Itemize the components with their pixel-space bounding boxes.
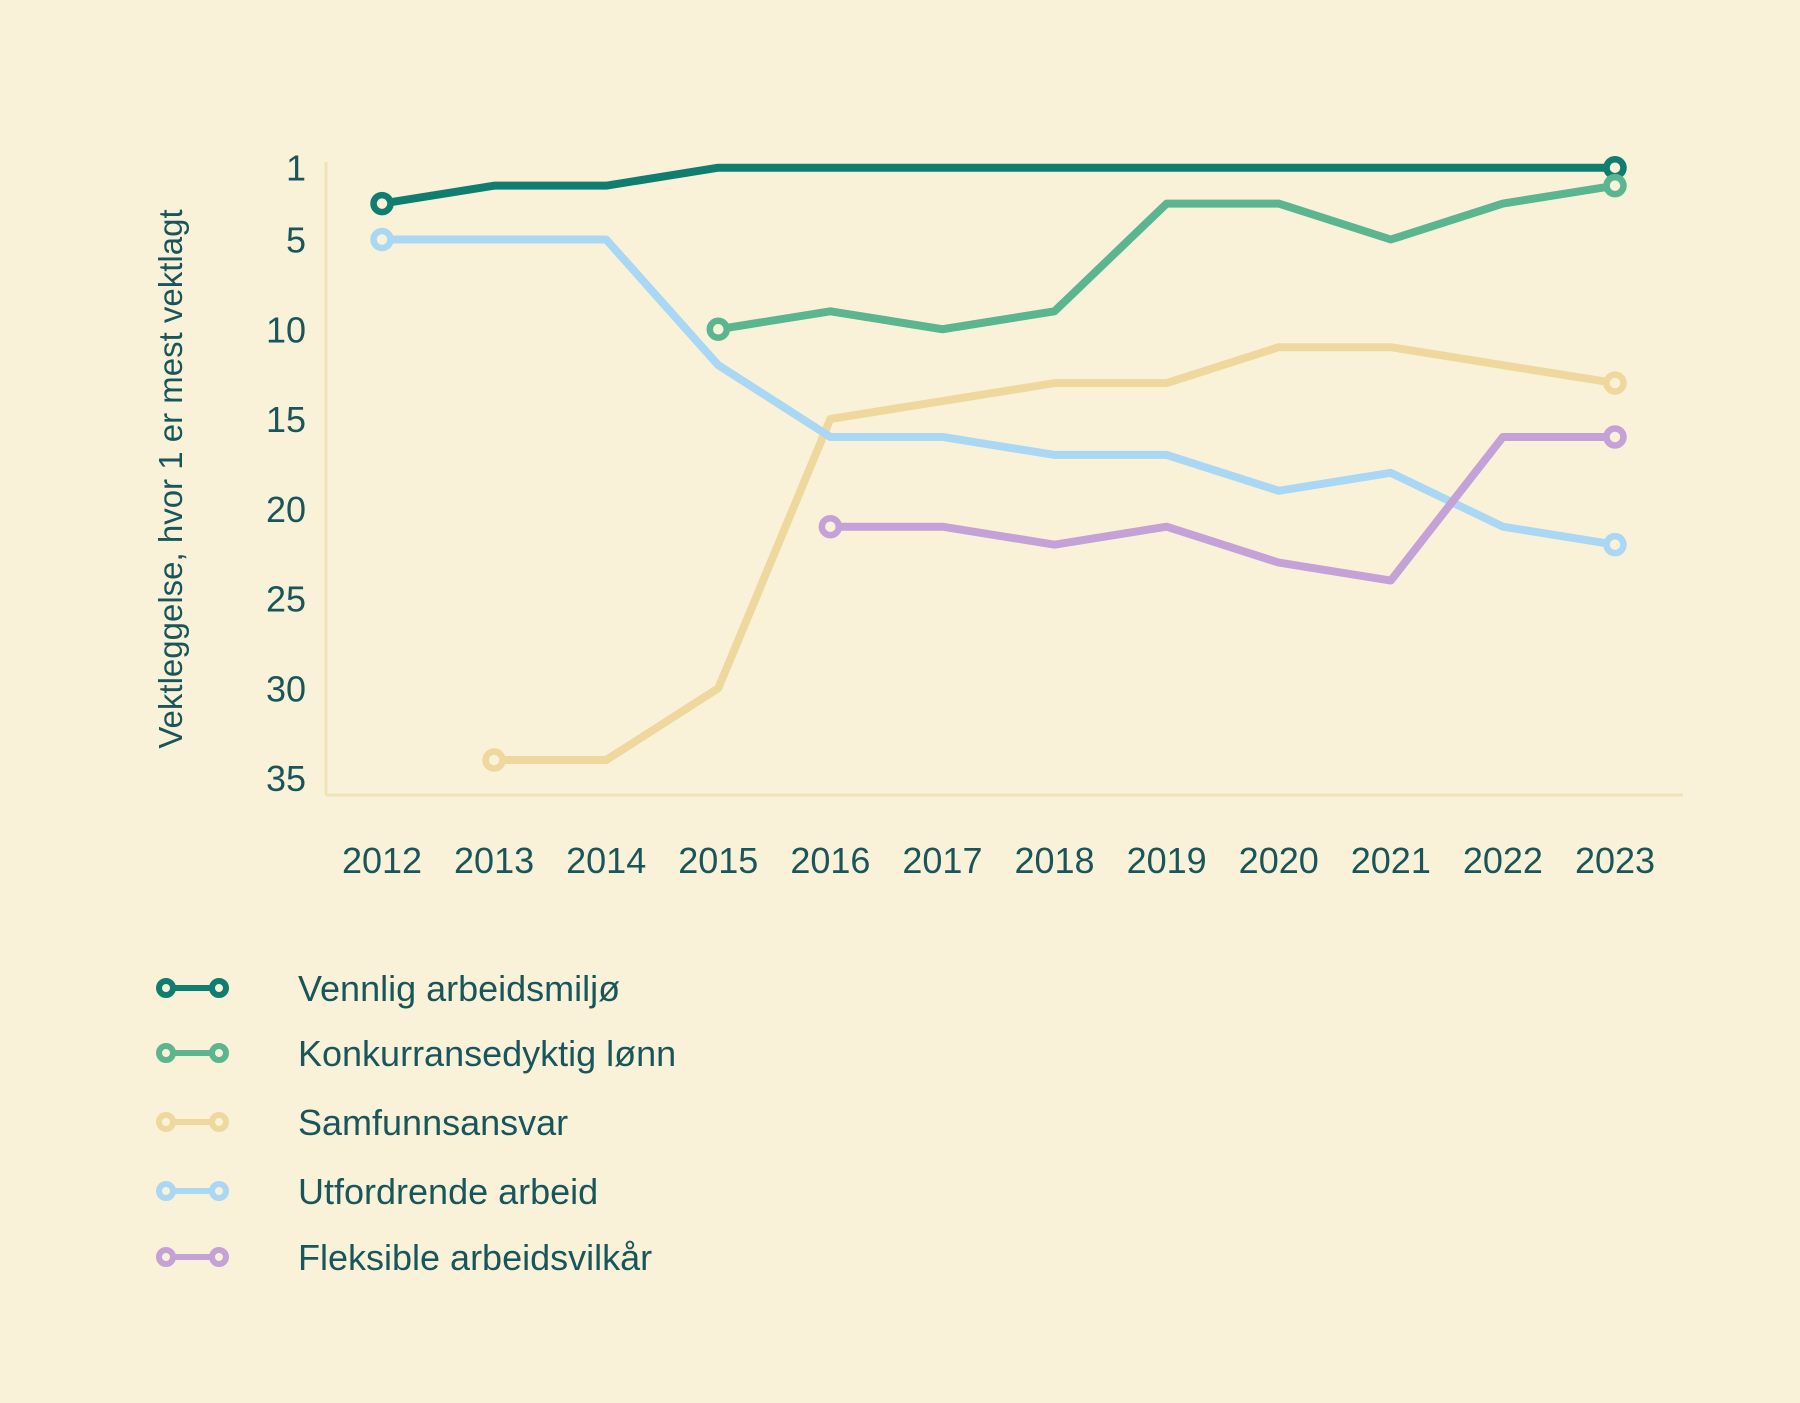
legend-label: Samfunnsansvar (298, 1102, 568, 1143)
x-tick-label-2022: 2022 (1463, 840, 1543, 881)
series-endpoint-marker-utfordrende-arbeid-first (370, 227, 394, 252)
y-tick-label-20: 20 (266, 489, 306, 530)
series-line-vennlig-arbeidsmiljo (378, 163, 1619, 208)
series-endpoint-marker-samfunnsansvar-first (482, 748, 506, 772)
y-tick-label-10: 10 (266, 309, 306, 350)
legend-item-vennlig-arbeidsmiljo: Vennlig arbeidsmiljø (156, 968, 620, 1009)
series-endpoint-marker-fleksible-arbeidsvilkar-last (1603, 425, 1627, 449)
series-line-samfunnsansvar (490, 343, 1619, 765)
x-tick-label-2016: 2016 (790, 840, 870, 881)
legend-ring-icon (209, 1181, 229, 1201)
y-tick-label-5: 5 (286, 220, 306, 261)
legend-ring-icon (156, 1112, 176, 1132)
legend-ring-icon (156, 1181, 176, 1201)
x-tick-label-2021: 2021 (1351, 840, 1431, 881)
legend-item-utfordrende-arbeid: Utfordrende arbeid (156, 1171, 598, 1212)
y-axis-title: Vektleggelse, hvor 1 er mest vektlagt (152, 209, 189, 748)
legend-label: Konkurransedyktig lønn (298, 1033, 676, 1074)
series-endpoint-marker-konkurransedyktig-lonn-last (1603, 173, 1627, 198)
legend-label: Vennlig arbeidsmiljø (298, 968, 620, 1009)
legend-ring-icon (156, 1043, 176, 1063)
series-line-konkurransedyktig-lonn (714, 181, 1619, 334)
series-endpoint-marker-konkurransedyktig-lonn-first (706, 317, 731, 341)
legend-ring-icon (209, 978, 229, 998)
x-tick-label-2018: 2018 (1014, 840, 1094, 881)
x-tick-label-2019: 2019 (1127, 840, 1207, 881)
series-endpoint-marker-samfunnsansvar-last (1603, 371, 1627, 395)
series-endpoint-marker-vennlig-arbeidsmiljo-last (1603, 155, 1627, 180)
series-endpoint-marker-fleksible-arbeidsvilkar-first (818, 514, 843, 539)
series-line-utfordrende-arbeid (378, 235, 1619, 549)
legend-item-fleksible-arbeidsvilkar: Fleksible arbeidsvilkår (156, 1237, 652, 1278)
x-tick-label-2020: 2020 (1239, 840, 1319, 881)
legend-ring-icon (209, 1247, 229, 1267)
axes (324, 162, 1683, 797)
legend-ring-icon (156, 978, 176, 998)
y-tick-label-15: 15 (266, 399, 306, 440)
x-tick-label-2014: 2014 (566, 840, 646, 881)
legend: Vennlig arbeidsmiljø Konkurransedyktig lø… (156, 968, 676, 1278)
y-tick-label-35: 35 (266, 758, 306, 799)
series-endpoint-marker-utfordrende-arbeid-last (1603, 532, 1627, 557)
y-tick-label-25: 25 (266, 579, 306, 620)
x-tick-label-2017: 2017 (902, 840, 982, 881)
x-tick-labels: 2012 2013 2014 2015 2016 2017 2018 2019 2020 2021… (342, 840, 1655, 881)
x-tick-label-2012: 2012 (342, 840, 422, 881)
legend-label: Fleksible arbeidsvilkår (298, 1237, 652, 1278)
x-tick-label-2013: 2013 (454, 840, 534, 881)
y-tick-label-30: 30 (266, 668, 306, 709)
x-tick-label-2023: 2023 (1575, 840, 1655, 881)
legend-item-samfunnsansvar: Samfunnsansvar (156, 1102, 568, 1143)
legend-label: Utfordrende arbeid (298, 1171, 598, 1212)
series-layer (370, 155, 1627, 772)
series-endpoint-marker-vennlig-arbeidsmiljo-first (370, 191, 394, 216)
legend-ring-icon (209, 1043, 229, 1063)
y-tick-label-1: 1 (286, 148, 306, 189)
series-line-fleksible-arbeidsvilkar (826, 432, 1619, 585)
legend-ring-icon (156, 1247, 176, 1267)
x-tick-label-2015: 2015 (678, 840, 758, 881)
legend-item-konkurransedyktig-lonn: Konkurransedyktig lønn (156, 1033, 676, 1074)
legend-ring-icon (209, 1112, 229, 1132)
